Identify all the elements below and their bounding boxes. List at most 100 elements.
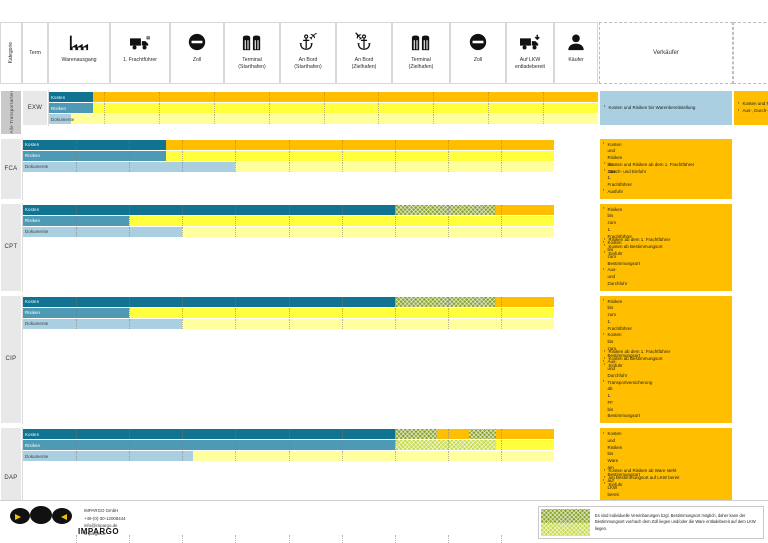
truck-icon <box>129 29 151 55</box>
bar-segment-sell <box>23 150 167 161</box>
milestone-caption: Terminal (Zielhafen) <box>407 57 436 70</box>
bar-label-docs: Dokumente <box>51 116 75 122</box>
milestone-caption: Zoll <box>472 57 484 64</box>
bar-segment-sell <box>49 114 71 124</box>
milestone-header-9[interactable]: Auf LKW entladebereit <box>506 22 554 84</box>
company-phone: +49-(0)-30-12008444 <box>84 515 126 521</box>
header-gap <box>0 84 768 90</box>
milestone-label-line: Auf LKW <box>519 57 541 63</box>
terminal-icon <box>241 29 263 55</box>
term-label: EXW <box>27 105 43 111</box>
milestone-label-line: 1. Frachtführer <box>122 57 158 63</box>
company-website[interactable]: impargo.de <box>84 531 106 537</box>
milestone-header-10[interactable]: Käufer <box>554 22 598 84</box>
milestone-label-line: Käufer <box>568 57 584 63</box>
bar-segment-buy <box>166 139 554 150</box>
milestone-label-line: (Zielhafen) <box>351 63 377 70</box>
milestone-label-line: Terminal <box>242 57 262 63</box>
buyer-note-line: Kosten ab Bestimmungsort <box>604 356 729 363</box>
bar-label-risks: Risiken <box>25 310 41 316</box>
bar-segment-sell <box>23 440 395 451</box>
bar-label-costs: Kosten <box>25 142 40 148</box>
header-buyer-column: Käufer <box>733 22 768 84</box>
company-name: IMPARGO GmbH <box>84 508 119 513</box>
customs-icon <box>467 29 489 55</box>
buyer-note-line: Kosten und Risiken ab Warenbereitstellun… <box>738 101 768 108</box>
section-rail-0: Alle Transportarten <box>0 90 22 135</box>
bar-row-docs: Dokumente <box>23 318 554 329</box>
milestone-label-line: (Starthafen) <box>294 63 322 70</box>
term-cell-CPT[interactable]: CPT <box>0 202 22 292</box>
anchor-plane-icon <box>297 29 319 55</box>
milestone-header-4[interactable]: Terminal (Starthafen) <box>224 22 280 84</box>
buyer-note-line: Kosten und Risiken ab dem 1. Frachtführe… <box>604 161 729 169</box>
bar-row-docs: Dokumente <box>23 161 554 172</box>
bar-label-docs: Dokumente <box>25 164 49 170</box>
milestone-caption: An Bord (Zielhafen) <box>350 57 379 70</box>
impargo-mark-icon <box>10 506 72 524</box>
term-cell-FCA[interactable]: FCA <box>0 137 22 200</box>
bar-track-CIP: Kosten Risiken Dokumente <box>22 294 554 425</box>
legend-swatch-risk <box>541 522 590 536</box>
bar-segment-sell <box>49 103 93 113</box>
footer: IMPARGO IMPARGO GmbH +49-(0)-30-12008444… <box>0 500 768 543</box>
term-cell-CIP[interactable]: CIP <box>0 294 22 425</box>
milestone-caption: Zoll <box>191 57 203 64</box>
milestone-header-3[interactable]: Zoll <box>170 22 224 84</box>
bar-row-costs: Kosten <box>23 204 554 215</box>
milestone-header-8[interactable]: Zoll <box>450 22 506 84</box>
seller-note-line: Risiken bis zum 1. Frachtführer <box>603 298 632 333</box>
buyer-note-line: Einfuhr <box>604 481 729 489</box>
buyer-note-EXW: Kosten und Risiken ab Warenbereitstellun… <box>733 90 768 126</box>
milestone-caption: 1. Frachtführer <box>121 57 159 64</box>
milestone-header-6[interactable]: An Bord (Zielhafen) <box>336 22 392 84</box>
buyer-note-line: Risiken ab dem 1. Frachtführer <box>604 237 729 244</box>
bar-label-costs: Kosten <box>25 299 40 305</box>
milestone-label-line: An Bord <box>298 57 318 63</box>
company-email[interactable]: info@impargo.de <box>84 523 118 529</box>
bar-label-risks: Risiken <box>25 153 41 159</box>
bar-segment-sell <box>23 226 183 237</box>
buyer-note-line: Durch- und Einfuhr <box>604 168 729 176</box>
seller-note-line: Transportversicherung ab 1. FF bis Besti… <box>603 379 652 421</box>
milestone-label-line: Warenausgang <box>61 57 97 63</box>
header-category-label: Kategorie <box>7 42 14 64</box>
bar-row-docs: Dokumente <box>23 451 554 462</box>
legend-swatch-cost <box>541 509 590 523</box>
milestone-label-line: Zoll <box>192 57 202 63</box>
bar-row-costs: Kosten <box>23 139 554 150</box>
bar-segment-mix <box>394 296 496 307</box>
impargo-logo: IMPARGO <box>8 506 119 536</box>
seller-note-line: Ausfuhr <box>603 188 623 196</box>
milestone-label-line: entladebereit <box>515 63 545 70</box>
row-spacer <box>598 90 599 126</box>
buyer-note-line: Risiken ab dem 1. Frachtführer <box>604 349 729 356</box>
milestone-header-1[interactable]: Warenausgang <box>48 22 110 84</box>
bar-segment-buy <box>495 429 554 440</box>
term-cell-EXW[interactable]: EXW <box>22 90 48 126</box>
row-divider <box>0 424 768 428</box>
bar-segment-buy <box>495 204 554 215</box>
bar-segment-buy <box>92 92 598 102</box>
impargo-wordmark: IMPARGO <box>78 527 120 536</box>
bar-segment-buy <box>70 114 598 124</box>
bar-label-risks: Risiken <box>51 105 67 111</box>
milestone-label-line: (Starthafen) <box>238 63 266 70</box>
legend-swatch <box>541 509 590 536</box>
milestone-caption: Auf LKW entladebereit <box>513 57 547 70</box>
header-category: Kategorie <box>0 22 22 84</box>
header-seller-column: Verkäufer <box>599 22 733 84</box>
legend-box: Es sind individuelle Vereinbarungen bzgl… <box>538 506 764 539</box>
milestone-caption: Käufer <box>566 57 585 64</box>
bar-segment-buy <box>166 150 554 161</box>
milestone-header-5[interactable]: An Bord (Starthafen) <box>280 22 336 84</box>
buyer-note-line: Einfuhr <box>604 250 729 258</box>
milestone-header-2[interactable]: 1. Frachtführer <box>110 22 170 84</box>
milestone-header-7[interactable]: Terminal (Zielhafen) <box>392 22 450 84</box>
bar-track-FCA: Kosten Risiken Dokumente <box>22 137 554 200</box>
bar-label-docs: Dokumente <box>25 229 49 235</box>
bar-row-risks: Risiken <box>23 150 554 161</box>
bar-segment-sell <box>23 429 395 440</box>
column-spacer <box>598 22 599 84</box>
bar-track-EXW: Kosten Risiken Dokumente <box>48 90 598 126</box>
